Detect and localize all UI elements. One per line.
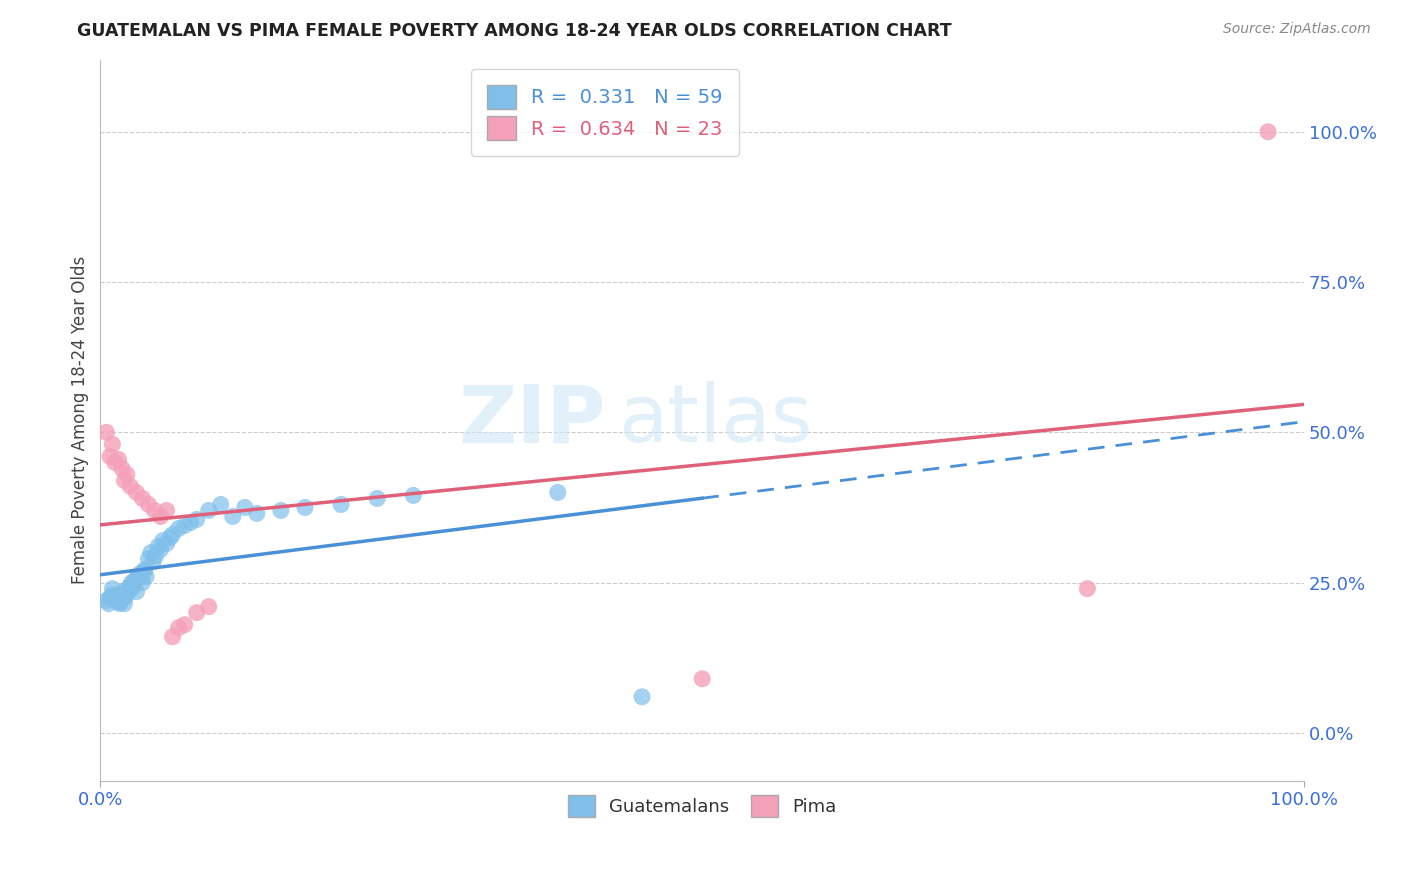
Point: [112, 597, 135, 611]
Point: [222, 509, 245, 524]
Point: [631, 690, 654, 704]
Point: [152, 533, 174, 548]
Point: [122, 576, 145, 591]
Point: [107, 452, 129, 467]
Point: [104, 455, 127, 469]
Point: [115, 467, 138, 482]
Point: [167, 621, 190, 635]
Point: [197, 599, 219, 614]
Point: [1076, 582, 1098, 596]
Point: [128, 571, 150, 585]
Point: [690, 672, 713, 686]
Point: [173, 518, 195, 533]
Point: [162, 527, 184, 541]
Point: [1257, 125, 1279, 139]
Point: [125, 584, 148, 599]
Point: [125, 485, 148, 500]
Point: [107, 591, 129, 605]
Point: [111, 588, 134, 602]
Point: [111, 461, 134, 475]
Text: GUATEMALAN VS PIMA FEMALE POVERTY AMONG 18-24 YEAR OLDS CORRELATION CHART: GUATEMALAN VS PIMA FEMALE POVERTY AMONG …: [77, 22, 952, 40]
Point: [139, 545, 162, 559]
Point: [145, 549, 167, 563]
Point: [547, 485, 569, 500]
Point: [129, 566, 152, 581]
Point: [167, 521, 190, 535]
Point: [112, 591, 135, 605]
Point: [101, 582, 124, 596]
Point: [142, 555, 165, 569]
Text: Source: ZipAtlas.com: Source: ZipAtlas.com: [1223, 22, 1371, 37]
Point: [107, 595, 129, 609]
Point: [98, 591, 121, 605]
Point: [134, 562, 156, 576]
Point: [186, 512, 208, 526]
Legend: Guatemalans, Pima: Guatemalans, Pima: [558, 786, 846, 826]
Point: [132, 565, 155, 579]
Text: atlas: atlas: [619, 381, 813, 459]
Point: [155, 503, 177, 517]
Point: [135, 569, 157, 583]
Point: [96, 593, 118, 607]
Point: [96, 425, 118, 440]
Text: ZIP: ZIP: [458, 381, 606, 459]
Point: [209, 498, 232, 512]
Point: [162, 630, 184, 644]
Point: [127, 569, 149, 583]
Point: [118, 582, 141, 597]
Point: [143, 503, 166, 517]
Point: [402, 488, 425, 502]
Point: [105, 589, 128, 603]
Point: [120, 479, 142, 493]
Point: [246, 507, 269, 521]
Point: [233, 500, 256, 515]
Point: [138, 551, 160, 566]
Point: [101, 437, 124, 451]
Point: [108, 597, 131, 611]
Point: [112, 584, 135, 599]
Point: [117, 582, 139, 596]
Point: [121, 575, 143, 590]
Point: [270, 503, 292, 517]
Point: [131, 491, 153, 506]
Point: [294, 500, 316, 515]
Point: [366, 491, 388, 506]
Point: [110, 593, 132, 607]
Point: [149, 542, 172, 557]
Point: [104, 593, 127, 607]
Point: [98, 450, 121, 464]
Point: [131, 575, 153, 590]
Point: [186, 606, 208, 620]
Point: [180, 516, 202, 530]
Point: [97, 597, 120, 611]
Point: [121, 581, 143, 595]
Point: [155, 536, 177, 550]
Point: [105, 592, 128, 607]
Point: [197, 503, 219, 517]
Point: [146, 540, 169, 554]
Point: [112, 474, 135, 488]
Point: [149, 509, 172, 524]
Point: [138, 498, 160, 512]
Point: [330, 498, 353, 512]
Point: [115, 586, 138, 600]
Point: [101, 588, 124, 602]
Point: [173, 617, 195, 632]
Point: [120, 579, 142, 593]
Point: [114, 589, 136, 603]
Point: [159, 531, 181, 545]
Y-axis label: Female Poverty Among 18-24 Year Olds: Female Poverty Among 18-24 Year Olds: [72, 256, 89, 584]
Point: [124, 573, 146, 587]
